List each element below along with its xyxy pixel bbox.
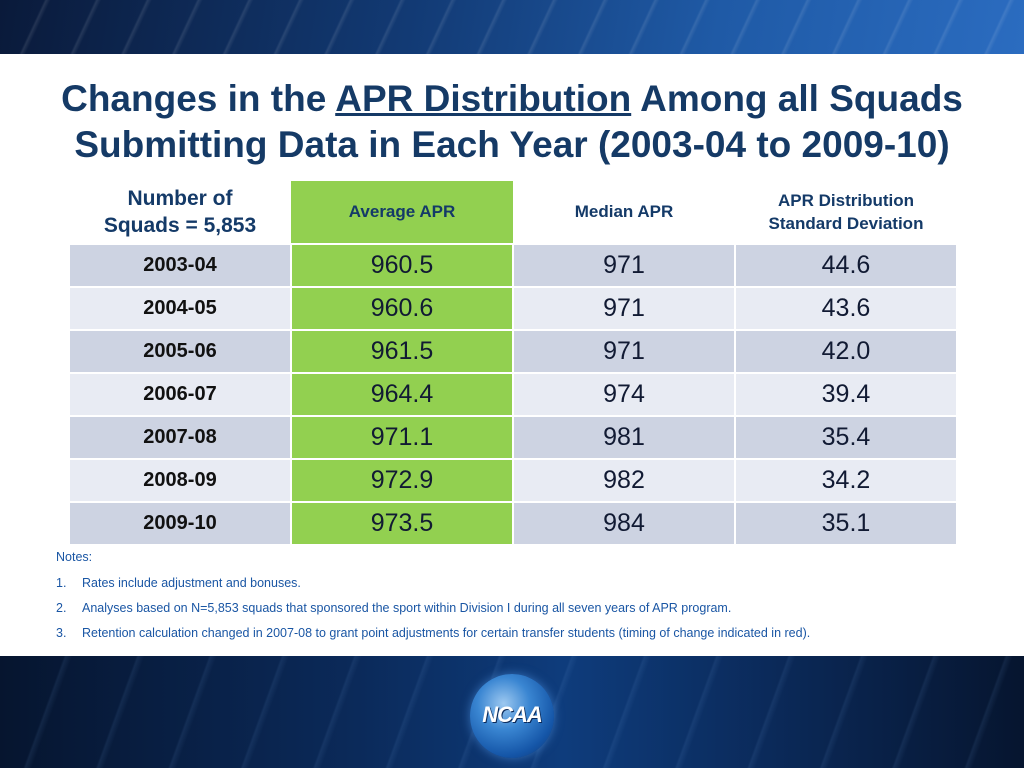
note-text: Analyses based on N=5,853 squads that sp… xyxy=(82,601,732,615)
note-item: 1. Rates include adjustment and bonuses. xyxy=(56,576,956,590)
cell-average-apr: 960.6 xyxy=(290,286,514,331)
note-text: Retention calculation changed in 2007-08… xyxy=(82,626,811,640)
title-part-2: Among all Squads xyxy=(631,78,963,119)
cell-average-apr: 972.9 xyxy=(290,458,514,503)
cell-year: 2006-07 xyxy=(68,372,292,417)
cell-median-apr: 984 xyxy=(512,501,736,546)
cell-average-apr: 960.5 xyxy=(290,243,514,288)
cell-std-dev: 35.4 xyxy=(734,415,958,460)
note-item: 2. Analyses based on N=5,853 squads that… xyxy=(56,601,956,615)
apr-table: Number of Squads = 5,853 Average APR Med… xyxy=(68,181,958,546)
header-average-apr: Average APR xyxy=(291,181,513,244)
note-number: 2. xyxy=(56,601,67,615)
header-median-apr: Median APR xyxy=(513,181,735,244)
table-row: 2005-06 961.5 971 42.0 xyxy=(68,329,958,374)
table-row: 2007-08 971.1 981 35.4 xyxy=(68,415,958,460)
cell-year: 2004-05 xyxy=(68,286,292,331)
cell-median-apr: 974 xyxy=(512,372,736,417)
table-row: 2006-07 964.4 974 39.4 xyxy=(68,372,958,417)
table-row: 2004-05 960.6 971 43.6 xyxy=(68,286,958,331)
notes-heading: Notes: xyxy=(56,550,93,564)
title-line-2: Submitting Data in Each Year (2003-04 to… xyxy=(74,124,950,165)
cell-average-apr: 971.1 xyxy=(290,415,514,460)
cell-median-apr: 971 xyxy=(512,243,736,288)
cell-median-apr: 971 xyxy=(512,329,736,374)
cell-average-apr: 973.5 xyxy=(290,501,514,546)
header-squads-line-2: Squads = 5,853 xyxy=(103,214,257,237)
table-row: 2008-09 972.9 982 34.2 xyxy=(68,458,958,503)
cell-std-dev: 43.6 xyxy=(734,286,958,331)
table-row: 2003-04 960.5 971 44.6 xyxy=(68,243,958,288)
notes-section: Notes: 1. Rates include adjustment and b… xyxy=(56,550,956,651)
cell-median-apr: 971 xyxy=(512,286,736,331)
ncaa-logo: NCAA xyxy=(470,674,554,758)
cell-std-dev: 34.2 xyxy=(734,458,958,503)
cell-median-apr: 981 xyxy=(512,415,736,460)
cell-std-dev: 44.6 xyxy=(734,243,958,288)
header-std-dev: APR Distribution Standard Deviation xyxy=(735,181,957,244)
title-part-1: Changes in the xyxy=(61,78,336,119)
table-header-row: Number of Squads = 5,853 Average APR Med… xyxy=(69,181,957,244)
cell-average-apr: 961.5 xyxy=(290,329,514,374)
cell-std-dev: 35.1 xyxy=(734,501,958,546)
note-number: 3. xyxy=(56,626,67,640)
note-text: Rates include adjustment and bonuses. xyxy=(82,576,301,590)
ncaa-logo-text: NCAA xyxy=(482,702,543,727)
cell-std-dev: 42.0 xyxy=(734,329,958,374)
cell-year: 2007-08 xyxy=(68,415,292,460)
header-squads-line-1: Number of xyxy=(127,187,233,210)
cell-median-apr: 982 xyxy=(512,458,736,503)
title-line-1: Changes in the APR Distribution Among al… xyxy=(0,76,1024,122)
table-row: 2009-10 973.5 984 35.1 xyxy=(68,501,958,546)
note-item: 3. Retention calculation changed in 2007… xyxy=(56,626,956,640)
slide-title: Changes in the APR Distribution Among al… xyxy=(0,76,1024,168)
top-banner xyxy=(0,0,1024,54)
header-std-line-1: APR Distribution xyxy=(778,191,914,210)
cell-average-apr: 964.4 xyxy=(290,372,514,417)
header-std-line-2: Standard Deviation xyxy=(768,214,924,233)
note-number: 1. xyxy=(56,576,67,590)
header-squads: Number of Squads = 5,853 xyxy=(69,181,291,244)
cell-year: 2005-06 xyxy=(68,329,292,374)
title-underlined-term: APR Distribution xyxy=(335,78,632,119)
cell-year: 2008-09 xyxy=(68,458,292,503)
cell-std-dev: 39.4 xyxy=(734,372,958,417)
cell-year: 2003-04 xyxy=(68,243,292,288)
cell-year: 2009-10 xyxy=(68,501,292,546)
